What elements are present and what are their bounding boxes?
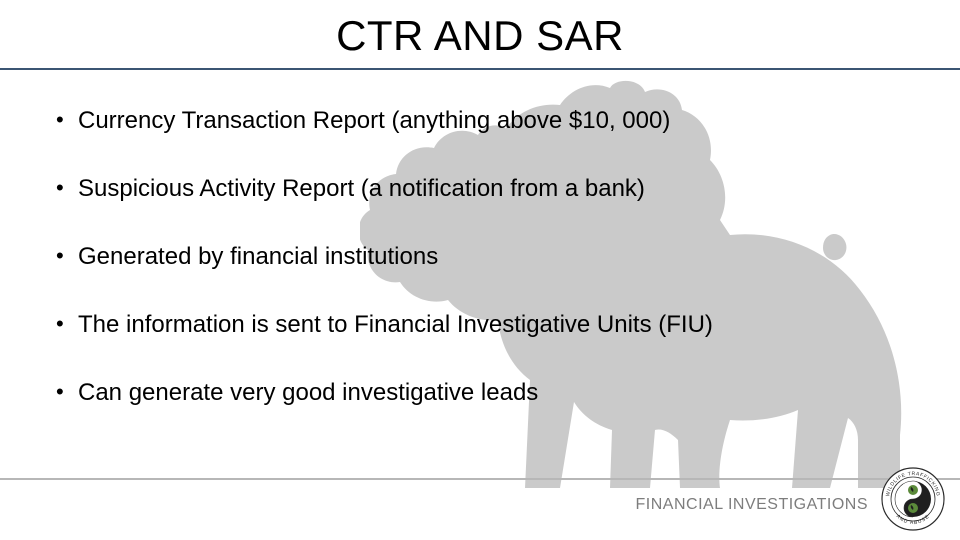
footer-rule: [0, 478, 960, 480]
bullet-text: Suspicious Activity Report (a notificati…: [78, 175, 645, 202]
title-underline: [0, 68, 960, 70]
bullet-item: Currency Transaction Report (anything ab…: [50, 106, 870, 136]
footer-logo: WILDLIFE TRAFFICKING AND ABUSE: [880, 466, 946, 532]
bullet-item: Can generate very good investigative lea…: [50, 378, 870, 408]
bullet-text: The information is sent to Financial Inv…: [78, 311, 713, 338]
bullet-item: Generated by financial institutions: [50, 242, 870, 272]
bullet-text: Generated by financial institutions: [78, 243, 438, 270]
bullet-item: The information is sent to Financial Inv…: [50, 310, 870, 340]
bullet-text: Currency Transaction Report (anything ab…: [78, 107, 670, 134]
footer-label: FINANCIAL INVESTIGATIONS: [636, 496, 868, 514]
bullet-list: Currency Transaction Report (anything ab…: [50, 106, 870, 446]
slide-title: CTR AND SAR: [0, 12, 960, 60]
bullet-text: Can generate very good investigative lea…: [78, 379, 538, 406]
slide: CTR AND SAR Currency Transaction Report …: [0, 0, 960, 540]
bullet-item: Suspicious Activity Report (a notificati…: [50, 174, 870, 204]
